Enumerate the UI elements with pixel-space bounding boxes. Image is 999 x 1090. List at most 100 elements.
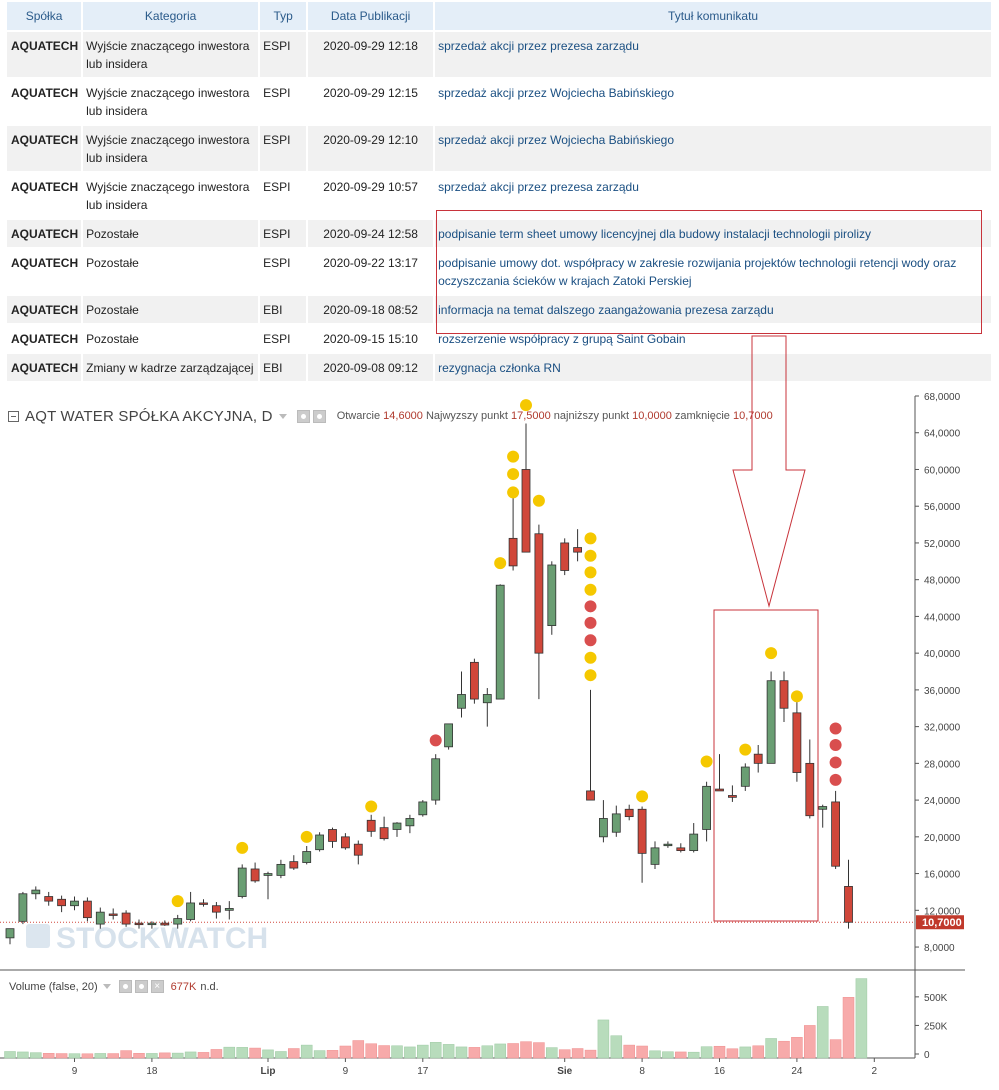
candle-body bbox=[186, 902, 196, 920]
title-cell: rezygnacja członka RN bbox=[435, 354, 991, 381]
candle-body bbox=[340, 836, 350, 849]
company-cell: AQUATECH bbox=[11, 256, 79, 270]
candle-body bbox=[689, 833, 699, 852]
reports-table: Spółka Kategoria Typ Data Publikacji Tyt… bbox=[5, 0, 993, 383]
y-tick-label: 16,0000 bbox=[924, 870, 961, 881]
low-value: 10,0000 bbox=[632, 410, 672, 422]
signal-marker-yellow bbox=[636, 790, 649, 803]
signal-marker-red bbox=[829, 722, 842, 735]
type-cell: ESPI bbox=[263, 332, 291, 346]
signal-marker-yellow bbox=[584, 532, 597, 545]
candle bbox=[805, 739, 815, 819]
candle-body bbox=[818, 806, 828, 810]
signal-marker-yellow bbox=[507, 468, 520, 481]
x-tick-label: 18 bbox=[146, 1066, 158, 1077]
candle bbox=[147, 921, 157, 929]
table-row: AQUATECH Pozostałe ESPI 2020-09-15 15:10… bbox=[7, 325, 991, 352]
volume-bar bbox=[94, 1053, 107, 1059]
volume-bar bbox=[107, 1053, 119, 1059]
candle-body bbox=[315, 834, 325, 851]
report-link[interactable]: sprzedaż akcji przez Wojciecha Babińskie… bbox=[438, 133, 675, 147]
candle bbox=[624, 804, 634, 821]
candle-body bbox=[508, 537, 518, 567]
candle-body bbox=[276, 863, 286, 876]
column-header-date[interactable]: Data Publikacji bbox=[308, 2, 434, 30]
volume-bar bbox=[558, 1049, 571, 1059]
report-link[interactable]: sprzedaż akcji przez prezesa zarządu bbox=[438, 180, 639, 194]
column-header-type[interactable]: Typ bbox=[260, 2, 307, 30]
signal-marker-yellow bbox=[507, 450, 520, 463]
candle bbox=[237, 864, 247, 899]
volume-tick-label: 250K bbox=[924, 1021, 948, 1032]
report-link[interactable]: rozszerzenie współpracy z grupą Saint Go… bbox=[438, 332, 686, 346]
title-cell: sprzedaż akcji przez Wojciecha Babińskie… bbox=[435, 126, 991, 171]
watermark-logo-icon bbox=[26, 924, 50, 948]
type-cell: ESPI bbox=[263, 180, 291, 194]
volume-bar bbox=[391, 1045, 403, 1059]
candle bbox=[392, 822, 402, 837]
signal-marker-yellow bbox=[520, 399, 532, 412]
chevron-down-icon[interactable] bbox=[278, 413, 287, 419]
candle-body bbox=[482, 694, 492, 704]
volume-bar bbox=[197, 1052, 210, 1059]
signal-marker-yellow bbox=[765, 647, 778, 660]
x-tick-label: 24 bbox=[791, 1066, 803, 1077]
signal-marker-yellow bbox=[171, 895, 184, 908]
candle-body bbox=[379, 827, 389, 840]
report-link[interactable]: sprzedaż akcji przez prezesa zarządu bbox=[438, 39, 639, 53]
candle bbox=[766, 671, 776, 764]
table-header-row: Spółka Kategoria Typ Data Publikacji Tyt… bbox=[7, 2, 991, 30]
candle-body bbox=[108, 913, 118, 916]
company-cell: AQUATECH bbox=[11, 180, 79, 194]
eye-icon[interactable] bbox=[296, 409, 310, 423]
candle-body bbox=[302, 851, 312, 863]
open-label: Otwarcie bbox=[336, 410, 381, 422]
company-cell: AQUATECH bbox=[11, 86, 79, 100]
volume-bar bbox=[481, 1045, 494, 1059]
table-row: AQUATECH Wyjście znaczącego inwestora lu… bbox=[7, 79, 991, 124]
volume-bar bbox=[675, 1051, 687, 1059]
report-link[interactable]: rezygnacja członka RN bbox=[438, 361, 561, 375]
candle-body bbox=[740, 766, 750, 787]
candle bbox=[753, 744, 763, 773]
chevron-down-icon[interactable] bbox=[102, 984, 111, 989]
candle-body bbox=[57, 898, 66, 907]
date-cell: 2020-09-15 15:10 bbox=[323, 332, 418, 346]
candle bbox=[637, 806, 647, 883]
volume-bar bbox=[55, 1053, 68, 1059]
volume-tick-label: 500K bbox=[924, 993, 948, 1004]
column-header-category[interactable]: Kategoria bbox=[83, 2, 259, 30]
volume-bar bbox=[842, 997, 855, 1059]
y-tick-label: 32,0000 bbox=[924, 723, 961, 734]
candle-body bbox=[831, 801, 840, 867]
volume-bar bbox=[455, 1046, 468, 1059]
category-cell: Wyjście znaczącego inwestora lub insider… bbox=[83, 126, 259, 171]
x-tick-label: Sie bbox=[557, 1066, 572, 1077]
candle bbox=[831, 790, 840, 869]
signal-marker-yellow bbox=[584, 566, 597, 579]
company-cell: AQUATECH bbox=[7, 220, 82, 247]
report-link[interactable]: sprzedaż akcji przez Wojciecha Babińskie… bbox=[438, 86, 675, 100]
eye-icon[interactable] bbox=[118, 980, 132, 993]
candle bbox=[379, 816, 389, 841]
title-cell: podpisanie term sheet umowy licencyjnej … bbox=[435, 220, 991, 247]
candle-body bbox=[586, 790, 595, 801]
report-link[interactable]: podpisanie term sheet umowy licencyjnej … bbox=[438, 227, 871, 241]
gear-icon[interactable] bbox=[134, 980, 148, 993]
column-header-company[interactable]: Spółka bbox=[7, 2, 82, 30]
report-link[interactable]: informacja na temat dalszego zaangażowan… bbox=[438, 303, 774, 317]
collapse-icon[interactable] bbox=[8, 410, 19, 422]
candle-body bbox=[237, 867, 247, 897]
gear-icon[interactable] bbox=[312, 409, 326, 423]
report-link[interactable]: podpisanie umowy dot. współpracy w zakre… bbox=[438, 256, 957, 288]
candle bbox=[405, 814, 415, 834]
close-icon[interactable]: × bbox=[150, 980, 164, 993]
candle-body bbox=[547, 564, 557, 626]
column-header-title[interactable]: Tytuł komunikatu bbox=[435, 2, 991, 30]
candle bbox=[663, 841, 673, 848]
x-tick-label: 8 bbox=[639, 1066, 645, 1077]
last-price-tag-bg bbox=[916, 915, 964, 930]
y-tick-label: 8,0000 bbox=[924, 943, 955, 954]
signal-marker-red bbox=[584, 634, 597, 647]
